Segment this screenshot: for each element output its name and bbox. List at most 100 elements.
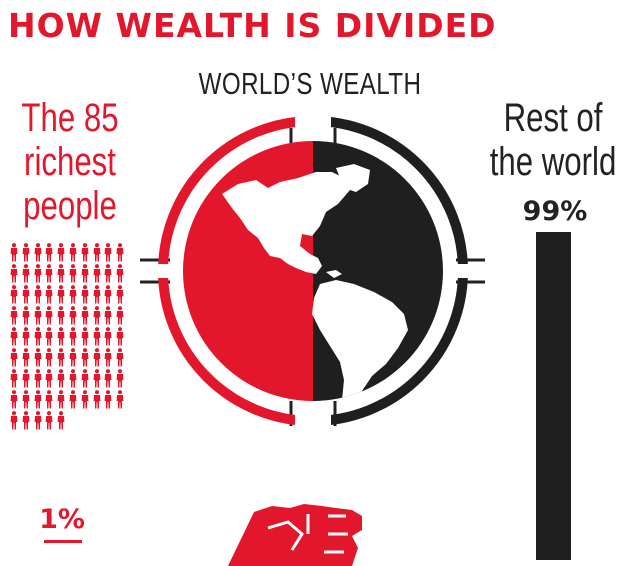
person-icon — [93, 348, 100, 367]
person-icon — [93, 390, 100, 409]
person-icon — [69, 306, 77, 325]
person-icon — [116, 306, 124, 325]
person-icon — [34, 411, 41, 430]
person-icon — [116, 285, 124, 304]
person-icon — [57, 243, 65, 262]
rest-of-world-label-line-1: Rest of — [503, 96, 603, 140]
person-icon — [81, 243, 89, 262]
person-icon — [34, 243, 41, 262]
person-icon — [34, 348, 41, 367]
person-icon — [10, 411, 18, 430]
person-icon — [22, 348, 30, 367]
person-icon — [116, 348, 124, 367]
page-title: HOW WEALTH IS DIVIDED — [8, 6, 497, 45]
person-icon — [69, 327, 77, 346]
person-icon — [45, 285, 53, 304]
person-icon — [34, 264, 41, 283]
rest-of-world-label-line-2: the world — [489, 140, 617, 184]
person-icon — [45, 264, 53, 283]
person-icon — [45, 369, 53, 388]
person-icon — [93, 306, 100, 325]
person-icon — [57, 264, 65, 283]
person-icon — [45, 243, 53, 262]
person-icon — [22, 390, 30, 409]
person-icon — [69, 369, 77, 388]
person-icon — [57, 306, 65, 325]
person-icon — [10, 264, 18, 283]
person-icon — [22, 243, 30, 262]
richest-people-label: The 85 richest people — [15, 96, 124, 228]
person-icon — [116, 369, 124, 388]
person-icon — [57, 327, 65, 346]
person-icon — [34, 285, 41, 304]
person-icon — [10, 285, 18, 304]
person-icon — [104, 348, 112, 367]
rest-of-world-percent: 99% — [522, 196, 588, 227]
richest-people-label-line-3: people — [23, 184, 117, 228]
person-icon — [45, 306, 53, 325]
south-america-shape — [312, 280, 408, 401]
person-icon — [104, 306, 112, 325]
person-icon — [34, 306, 41, 325]
raised-fist-icon — [228, 504, 362, 566]
richest-people-label-line-1: The 85 — [21, 96, 119, 140]
rest-of-world-bar — [536, 232, 571, 560]
person-icon — [22, 306, 30, 325]
person-icon — [93, 369, 100, 388]
person-icon — [34, 327, 41, 346]
person-icon — [57, 390, 65, 409]
person-icon — [22, 369, 30, 388]
person-icon — [45, 411, 53, 430]
person-icon — [45, 390, 53, 409]
person-icon — [116, 390, 124, 409]
person-icon — [10, 390, 18, 409]
person-icon — [45, 327, 53, 346]
person-icon — [104, 264, 112, 283]
person-icon — [57, 285, 65, 304]
person-icon — [45, 348, 53, 367]
person-icon — [104, 243, 112, 262]
greenland-shape — [336, 164, 370, 192]
globe-half-split-icon — [140, 114, 485, 428]
person-icon — [104, 285, 112, 304]
person-icon — [104, 327, 112, 346]
person-icon — [34, 390, 41, 409]
person-icon — [93, 243, 100, 262]
person-icon — [22, 411, 30, 430]
percent-underline — [44, 540, 82, 543]
person-icon — [69, 348, 77, 367]
north-america-shape — [222, 172, 350, 274]
person-icon — [116, 243, 124, 262]
person-icon — [104, 369, 112, 388]
person-icon — [81, 348, 89, 367]
person-icon — [22, 285, 30, 304]
person-icon — [81, 285, 89, 304]
person-icon — [22, 264, 30, 283]
richest-people-label-line-2: richest — [24, 140, 116, 184]
person-icon — [10, 348, 18, 367]
person-icon — [10, 327, 18, 346]
rest-of-world-label: Rest of the world — [487, 96, 620, 184]
person-icon — [57, 348, 65, 367]
caribbean-shape — [326, 270, 342, 278]
person-icon — [10, 369, 18, 388]
person-icon — [81, 390, 89, 409]
person-icon — [57, 369, 65, 388]
worlds-wealth-label: WORLD’S WEALTH — [198, 66, 422, 101]
richest-people-percent: 1% — [39, 504, 85, 535]
person-icon — [93, 264, 100, 283]
person-icon — [69, 285, 77, 304]
person-icon — [34, 369, 41, 388]
person-icon — [104, 390, 112, 409]
person-icon — [10, 243, 18, 262]
person-icon — [69, 243, 77, 262]
person-icon — [81, 306, 89, 325]
person-icon — [69, 390, 77, 409]
person-icon — [116, 264, 124, 283]
person-icon — [81, 327, 89, 346]
person-icon — [93, 327, 100, 346]
person-icon — [57, 411, 65, 430]
person-icon — [116, 327, 124, 346]
person-icon — [93, 285, 100, 304]
person-icon — [10, 306, 18, 325]
